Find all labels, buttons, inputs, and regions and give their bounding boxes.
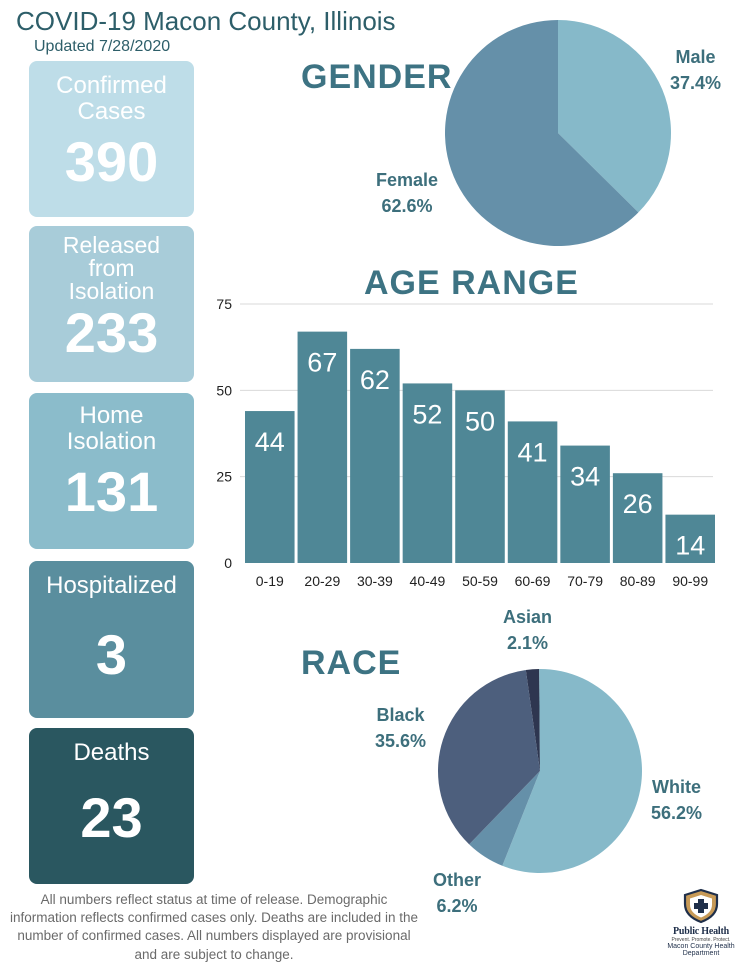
slice-percent: 35.6% [375,731,427,752]
bar-70-79 [560,445,610,563]
x-tick-label: 0-19 [256,573,284,589]
slice-percent: 2.1% [507,633,549,654]
other-label: Other 6.2% [433,867,481,919]
x-tick-label: 80-89 [620,573,656,589]
card-label: Released from Isolation [62,232,161,304]
female-label: Female 62.6% [376,167,438,219]
bar-60-69 [507,421,558,563]
card-value: 23 [80,786,143,850]
released-card: Released from Isolation 233 [29,226,194,382]
bar-40-49 [402,383,453,563]
bar-value-label: 34 [570,462,600,492]
bar-90-99 [665,514,715,563]
bar-30-39 [350,348,400,563]
bar-value-label: 67 [307,348,337,378]
bar-value-label: 26 [623,489,653,519]
health-department-logo: Public Health Prevent. Promote. Protect.… [664,888,738,958]
slice-name: Asian [503,607,553,627]
y-tick-label: 0 [224,555,232,571]
deaths-card: Deaths 23 [29,728,194,884]
card-value: 131 [64,459,159,523]
x-tick-label: 40-49 [410,573,446,589]
bar-0-19 [245,411,295,563]
slice-percent: 6.2% [436,896,478,917]
slice-name: Black [376,705,425,725]
bar-20-29 [297,331,348,563]
slice-percent: 56.2% [651,803,703,824]
bar-value-label: 52 [412,399,442,429]
confirmed-cases-card: Confirmed Cases 390 [29,61,194,217]
black-label: Black 35.6% [375,702,426,754]
slice-name: Other [433,870,482,890]
slice-name: White [652,777,702,797]
gender-title: GENDER [301,58,453,96]
card-value: 390 [64,129,159,193]
disclaimer-text: All numbers reflect status at time of re… [10,892,418,962]
card-label: Hospitalized [46,572,177,599]
male-label: Male 37.4% [670,44,721,96]
white-label: White 56.2% [651,774,702,826]
logo-department: Macon County Health Department [667,943,735,958]
slice-name: Female [376,170,439,190]
x-tick-label: 90-99 [672,573,708,589]
card-label: Deaths [73,739,150,766]
pie-slice-black [437,669,540,845]
bar-value-label: 14 [675,531,705,561]
shield-cross-icon [683,888,719,924]
pie-slice-female [444,20,639,247]
bar-value-label: 62 [360,365,390,395]
y-tick-label: 25 [216,469,232,485]
age-range-title: AGE RANGE [364,264,579,302]
slice-percent: 37.4% [670,73,722,94]
card-label: Home Isolation [66,402,157,456]
pie-slice-male [558,20,671,213]
y-tick-label: 75 [216,296,232,312]
logo-main-text: Public Health [672,926,729,937]
x-tick-label: 20-29 [304,573,340,589]
asian-label: Asian 2.1% [503,604,552,656]
bar-value-label: 44 [255,427,285,457]
card-label: Confirmed Cases [56,72,167,126]
bar-value-label: 50 [465,406,495,436]
pie-slice-asian [525,669,540,771]
x-tick-label: 50-59 [462,573,498,589]
pie-slice-white [502,669,642,873]
card-value: 3 [95,623,128,687]
hospitalized-card: Hospitalized 3 [29,561,194,718]
x-tick-label: 70-79 [567,573,603,589]
slice-name: Male [675,47,716,67]
x-tick-label: 60-69 [515,573,551,589]
race-title: RACE [301,644,402,682]
page-title: COVID-19 Macon County, Illinois [16,6,396,36]
slice-percent: 62.6% [381,196,433,217]
bar-50-59 [455,390,505,563]
home-isolation-card: Home Isolation 131 [29,393,194,549]
x-tick-label: 30-39 [357,573,393,589]
logo-tagline: Prevent. Promote. Protect. [671,937,731,943]
y-tick-label: 50 [216,382,232,398]
updated-date: Updated 7/28/2020 [34,38,171,55]
pie-slice-other [469,771,540,866]
bar-value-label: 41 [518,437,548,467]
card-value: 233 [64,301,159,364]
bar-80-89 [612,473,663,563]
